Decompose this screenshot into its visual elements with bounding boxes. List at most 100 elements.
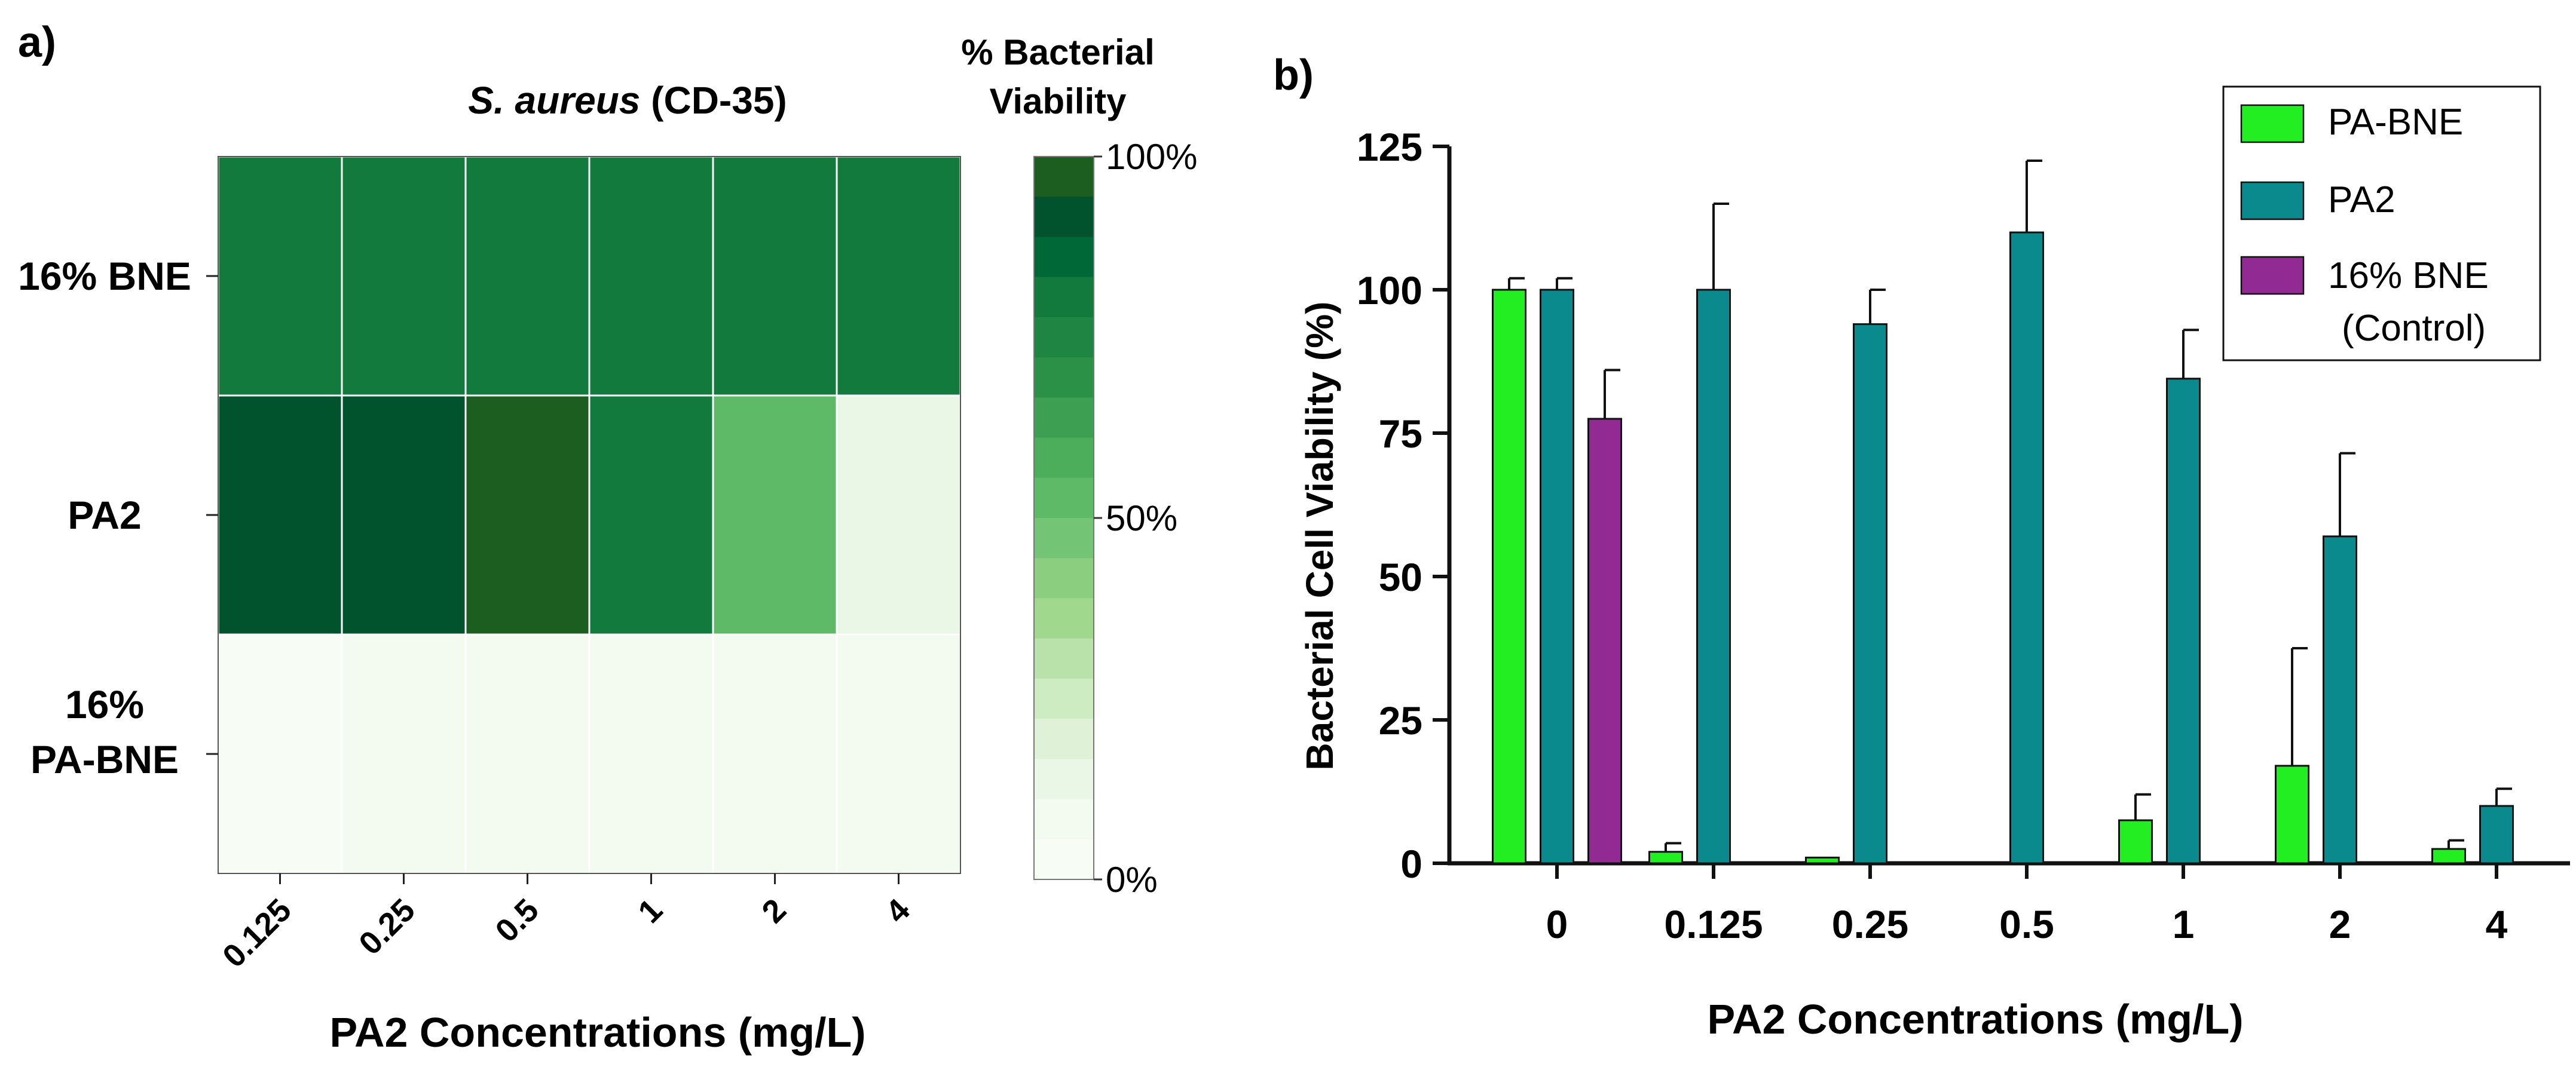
bar-y-tick-label-75: 75 <box>1379 412 1422 456</box>
colorbar-segment <box>1034 477 1094 519</box>
heatmap-column-label-2: 2 <box>755 892 793 930</box>
heatmap-column-label-4: 4 <box>879 892 917 930</box>
heatmap-column-labels: 0.125 0.25 0.5 1 2 4 <box>216 873 917 974</box>
heatmap-cell-16-pa-bne-0-5 <box>464 633 591 875</box>
colorbar-segment <box>1034 719 1094 759</box>
bar-pa2-0 <box>1540 289 1574 864</box>
panel-a-label: a) <box>18 19 56 66</box>
bar-axes: 0 25 50 75 100 125 0 0.125 0.25 0.5 1 2 4 <box>1357 125 2570 946</box>
heatmap-cell-pa2-1 <box>588 394 714 636</box>
legend-label-pa2: PA2 <box>2328 179 2396 220</box>
bar-pa-bne-4 <box>2431 848 2466 864</box>
bar-x-tick-label-0: 0 <box>1546 902 1568 946</box>
bar-pa2-2 <box>2323 535 2357 864</box>
bar-x-tick-label-0-25: 0.25 <box>1832 902 1908 946</box>
heatmap-cell-pa2-4 <box>836 394 962 636</box>
colorbar-segment <box>1034 277 1094 318</box>
colorbar-title-line2: Viability <box>990 81 1127 121</box>
legend-label-pa-bne: PA-BNE <box>2328 102 2463 143</box>
heatmap-x-axis-title: PA2 Concentrations (mg/L) <box>329 1009 865 1056</box>
colorbar-segment <box>1034 759 1094 800</box>
bar-pa2-0-125 <box>1696 289 1731 864</box>
bar-pa2-1 <box>2166 378 2201 864</box>
colorbar-segment <box>1034 558 1094 599</box>
colorbar-tick-label-100: 100% <box>1106 137 1197 177</box>
colorbar-segment <box>1034 357 1094 398</box>
heatmap-cell-16-bne-4 <box>836 155 962 397</box>
heatmap-column-label-1: 1 <box>631 892 669 930</box>
panel-b-label: b) <box>1273 51 1314 99</box>
heatmap-title: S. aureus (CD-35) <box>468 79 787 122</box>
heatmap-row-label-16-pa-bne: 16% PA-BNE <box>30 682 179 781</box>
bar-y-tick-label-100: 100 <box>1357 268 1422 312</box>
heatmap-column-label-0-25: 0.25 <box>352 892 422 962</box>
heatmap-row-label-pa2: PA2 <box>68 493 142 537</box>
bar-pa-bne-0-25 <box>1805 856 1840 864</box>
heatmap-cell-16-pa-bne-2 <box>712 633 838 875</box>
heatmap-cell-pa2-0-5 <box>464 394 591 636</box>
bar-marks <box>1492 160 2514 864</box>
bar-x-tick-label-4: 4 <box>2486 902 2508 946</box>
bar-pa-bne-0-125 <box>1648 851 1683 864</box>
bar-x-tick-label-2: 2 <box>2329 902 2351 946</box>
colorbar-segment <box>1034 799 1094 840</box>
legend-label-control: (Control) <box>2342 308 2486 349</box>
bar-x-tick-label-0-5: 0.5 <box>1999 902 2054 946</box>
legend-swatch-pa-bne <box>2240 104 2305 143</box>
colorbar-segment <box>1034 638 1094 679</box>
panel-a: a) S. aureus (CD-35) % Bacterial Viabili… <box>18 19 1197 1056</box>
heatmap-cell-16-bne-0-125 <box>217 155 343 397</box>
bar-pa-bne-0 <box>1492 289 1526 864</box>
heatmap-row-labels: 16% BNE PA2 16% PA-BNE <box>18 254 218 781</box>
colorbar-segment <box>1034 237 1094 278</box>
bar-pa2-4 <box>2479 805 2514 864</box>
colorbar-tick-label-0: 0% <box>1106 860 1158 900</box>
colorbar-title-line1: % Bacterial <box>961 32 1155 72</box>
legend-label-16-bne: 16% BNE <box>2328 255 2489 296</box>
colorbar: 100% 50% 0% <box>1033 137 1197 900</box>
heatmap-cell-16-bne-0-5 <box>464 155 591 397</box>
heatmap-title-species: S. aureus <box>468 79 640 122</box>
panel-b: b) Bacterial Cell Viability (%) 0 25 50 75 1… <box>1273 51 2570 1043</box>
heatmap-cell-16-pa-bne-4 <box>836 633 962 875</box>
heatmap-cell-16-bne-2 <box>712 155 838 397</box>
colorbar-tick-label-50: 50% <box>1106 498 1177 538</box>
heatmap-cell-16-pa-bne-0-125 <box>217 633 343 875</box>
legend-swatch-pa2 <box>2240 181 2305 220</box>
bar-x-axis-title: PA2 Concentrations (mg/L) <box>1707 996 2243 1043</box>
heatmap-cell-pa2-0-125 <box>217 394 343 636</box>
heatmap-title-strain: (CD-35) <box>640 79 787 122</box>
bar-y-tick-label-0: 0 <box>1400 842 1422 886</box>
bar-pa2-0-25 <box>1853 323 1887 864</box>
bar-pa-bne-1 <box>2118 819 2153 864</box>
colorbar-segment <box>1034 839 1094 880</box>
heatmap-cell-pa2-0-25 <box>341 394 467 636</box>
colorbar-segment <box>1034 437 1094 479</box>
heatmap-cell-pa2-2 <box>712 394 838 636</box>
colorbar-segment <box>1034 317 1094 358</box>
heatmap-cell-16-bne-0-25 <box>341 155 467 397</box>
bar-y-tick-label-50: 50 <box>1379 555 1422 599</box>
colorbar-segment <box>1034 157 1094 197</box>
heatmap-cell-16-pa-bne-1 <box>588 633 714 875</box>
bar-x-tick-label-1: 1 <box>2173 902 2195 946</box>
heatmap-column-label-0-5: 0.5 <box>488 892 546 949</box>
bar-y-axis-title: Bacterial Cell Viability (%) <box>1298 302 1341 771</box>
colorbar-segment <box>1034 598 1094 639</box>
colorbar-segment <box>1034 518 1094 559</box>
colorbar-segment <box>1034 678 1094 719</box>
heatmap-cells <box>217 155 962 875</box>
bar-y-tick-label-25: 25 <box>1379 698 1422 743</box>
legend-swatch-16-bne-control <box>2240 256 2305 295</box>
heatmap-cell-16-pa-bne-0-25 <box>341 633 467 875</box>
heatmap-row-label-16-bne: 16% BNE <box>18 254 191 298</box>
heatmap-cell-16-bne-1 <box>588 155 714 397</box>
bar-16-bne-control-0 <box>1587 418 1622 864</box>
colorbar-segment <box>1034 397 1094 439</box>
bar-x-tick-label-0-125: 0.125 <box>1664 902 1763 946</box>
bar-y-tick-label-125: 125 <box>1357 125 1422 169</box>
heatmap-column-label-0-125: 0.125 <box>216 892 298 974</box>
bar-legend: PA-BNE PA2 16% BNE (Control) <box>2222 85 2541 361</box>
bar-pa-bne-2 <box>2275 765 2309 864</box>
